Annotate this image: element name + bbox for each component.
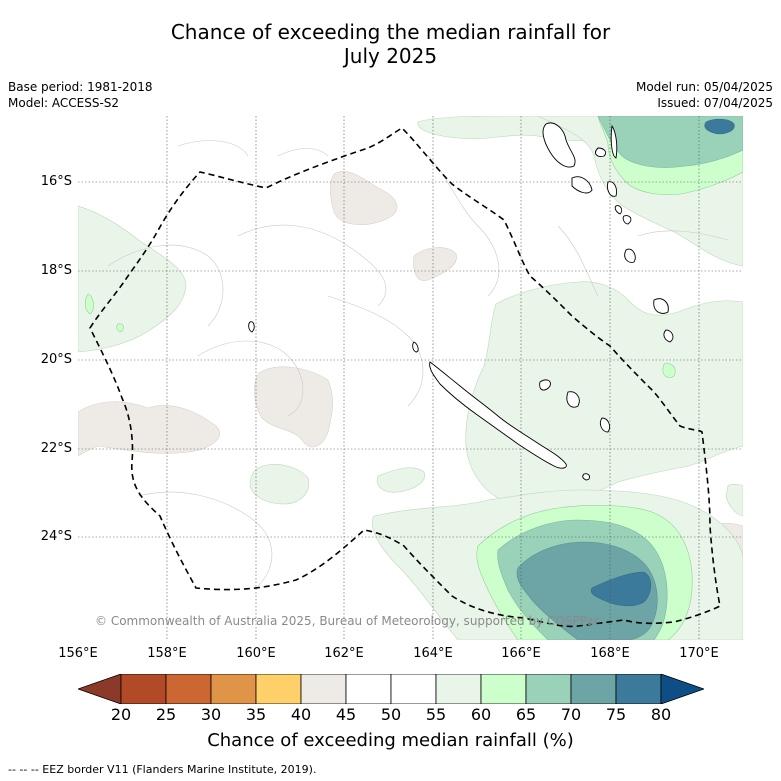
- chart-title: Chance of exceeding the median rainfall …: [0, 20, 781, 68]
- colorbar-cell: [570, 674, 617, 704]
- colorbar-label: 25: [155, 705, 177, 724]
- above-median-70-75: [516, 541, 658, 640]
- meta-right: Model run: 05/04/2025 Issued: 07/04/2025: [636, 79, 773, 111]
- colorbar-label: 70: [560, 705, 582, 724]
- title-line-1: Chance of exceeding the median rainfall …: [170, 20, 611, 44]
- colorbar-cell: [390, 674, 437, 704]
- colorbar-label: 60: [470, 705, 492, 724]
- lat-label: 18°S: [40, 263, 72, 278]
- colorbar-label: 40: [290, 705, 312, 724]
- colorbar-label: 80: [650, 705, 672, 724]
- colorbar-extend-high: [660, 674, 704, 704]
- lon-label: 160°E: [236, 646, 276, 661]
- lon-label: 166°E: [501, 646, 541, 661]
- rainfall-map: [78, 116, 743, 640]
- eez-legend-note: -- -- -- EEZ border V11 (Flanders Marine…: [8, 763, 317, 776]
- base-period-text: Base period: 1981-2018: [8, 80, 153, 94]
- colorbar-cell: [480, 674, 527, 704]
- lon-label: 170°E: [679, 646, 719, 661]
- meta-left: Base period: 1981-2018 Model: ACCESS-S2: [8, 79, 153, 111]
- lon-label: 158°E: [147, 646, 187, 661]
- land-masses: [248, 122, 674, 481]
- colorbar-title: Chance of exceeding median rainfall (%): [207, 730, 574, 751]
- issued-text: Issued: 07/04/2025: [657, 96, 773, 110]
- colorbar-cell: [300, 674, 347, 704]
- model-run-text: Model run: 05/04/2025: [635, 80, 773, 94]
- colorbar-cell: [525, 674, 572, 704]
- lat-label: 16°S: [40, 174, 72, 189]
- colorbar-cell: [120, 674, 167, 704]
- above-median-75-80: [590, 118, 735, 607]
- copyright-text: © Commonwealth of Australia 2025, Bureau…: [95, 614, 601, 628]
- colorbar-label: 75: [605, 705, 627, 724]
- colorbar-label: 65: [515, 705, 537, 724]
- colorbar-label: 45: [335, 705, 357, 724]
- colorbar-cell: [435, 674, 482, 704]
- vanuatu-espiritu-santo: [542, 122, 576, 168]
- lon-label: 168°E: [590, 646, 630, 661]
- colorbar-label: 55: [425, 705, 447, 724]
- lat-label: 22°S: [40, 441, 72, 456]
- lon-label: 156°E: [58, 646, 98, 661]
- eez-border: [89, 126, 721, 628]
- colorbar-extend-low: [78, 674, 122, 704]
- colorbar-label: 35: [245, 705, 267, 724]
- lat-label: 24°S: [40, 529, 72, 544]
- graticule: [78, 116, 743, 640]
- model-text: Model: ACCESS-S2: [8, 96, 120, 110]
- colorbar-label: 30: [200, 705, 222, 724]
- colorbar-cell: [345, 674, 392, 704]
- colorbar-cell: [165, 674, 212, 704]
- colorbar-label: 50: [380, 705, 402, 724]
- colorbar: [78, 674, 704, 704]
- colorbar-cells: [78, 674, 704, 704]
- new-caledonia-main: [429, 361, 567, 469]
- colorbar-cell: [255, 674, 302, 704]
- lon-label: 162°E: [324, 646, 364, 661]
- colorbar-label: 20: [110, 705, 132, 724]
- colorbar-cell: [615, 674, 662, 704]
- lon-label: 164°E: [413, 646, 453, 661]
- title-line-2: July 2025: [343, 44, 438, 68]
- colorbar-cell: [210, 674, 257, 704]
- lat-label: 20°S: [40, 352, 72, 367]
